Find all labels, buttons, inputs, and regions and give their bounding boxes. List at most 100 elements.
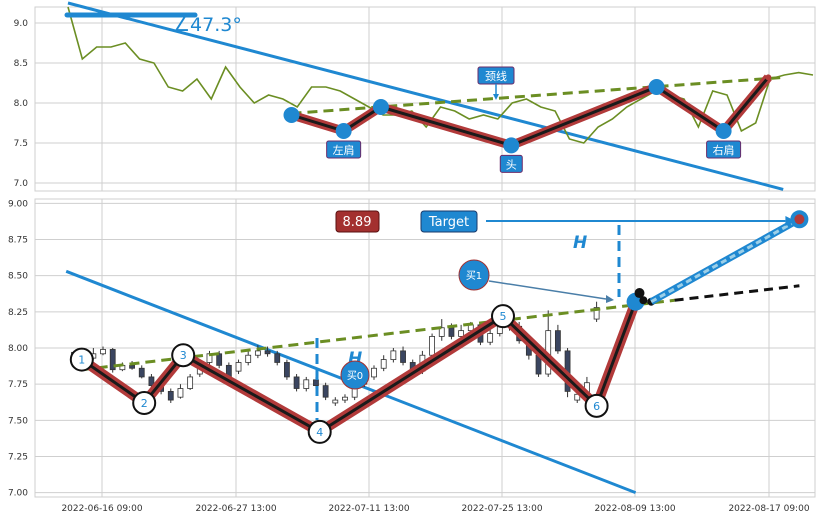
top-y-tick-0: 7.0 [14, 179, 29, 189]
top-y-tick-4: 9.0 [14, 19, 29, 29]
candle-body-15 [216, 353, 223, 366]
buy1-marker [458, 259, 490, 291]
wave-point-circle-4 [491, 304, 515, 329]
wave-point-label-5: 6 [593, 400, 600, 413]
top-pattern-outer [290, 74, 772, 150]
projection-point-b [639, 296, 648, 305]
candle-body-50 [554, 330, 561, 352]
bottom-y-tick-0: 7.00 [8, 489, 28, 499]
top-grid [35, 7, 815, 191]
top-label-box-1 [326, 140, 362, 159]
candle-body-7 [138, 367, 145, 378]
target-label-box [420, 210, 478, 233]
top-label-5: 右肩 [713, 143, 735, 157]
neckline-label: 颈线 [485, 69, 507, 83]
h-label-right: H [573, 233, 587, 253]
target-path-inner [650, 217, 801, 304]
top-pattern-point-4 [648, 79, 665, 95]
candle-body-37 [429, 336, 435, 356]
top-y-tick-1: 7.5 [14, 139, 28, 149]
bottom-x-tick-2: 2022-07-11 13:00 [328, 504, 409, 514]
candle-body-8 [148, 376, 155, 387]
candle-body-4 [109, 349, 116, 371]
top-trend-line [67, 1, 784, 191]
candle-body-17 [235, 362, 242, 372]
top-label-box-5 [706, 140, 742, 159]
candle-body-24 [303, 379, 310, 389]
top-panel-frame [34, 6, 816, 192]
wave-point-label-4: 5 [500, 310, 507, 323]
top-pattern-point-2 [372, 99, 389, 115]
top-pattern-point-6 [765, 74, 772, 81]
wave-point-label-2: 3 [180, 349, 187, 362]
wave-point-circle-5 [584, 393, 609, 418]
candle-body-31 [371, 367, 377, 378]
candle-body-3 [100, 349, 106, 355]
bottom-y-tick-8: 9.00 [8, 199, 28, 209]
top-label-1: 左肩 [333, 143, 355, 157]
bottom-y-tick-5: 8.25 [8, 308, 28, 318]
candle-body-10 [167, 390, 174, 401]
bottom-y-tick-2: 7.50 [8, 416, 28, 426]
candle-body-11 [177, 388, 184, 398]
candle-body-6 [129, 364, 135, 369]
buy1-arrow-line [488, 280, 607, 300]
bottom-y-tick-6: 8.50 [8, 272, 28, 282]
bottom-panel: 7.00 7.25 7.50 7.75 8.00 8.25 8.50 8.75 9.00 202… [8, 198, 816, 514]
candle-body-19 [254, 350, 261, 356]
wave-point-label-0: 1 [78, 354, 85, 367]
buy1-label: 买1 [466, 270, 482, 282]
bottom-y-tick-labels: 7.00 7.25 7.50 7.75 8.00 8.25 8.50 8.75 9.00 [8, 199, 28, 498]
top-pattern-labels: 左肩头 右肩 颈线 [326, 66, 742, 173]
bottom-x-tick-1: 2022-06-27 13:00 [195, 504, 276, 514]
top-trend-segment [67, 1, 784, 191]
candle-body-33 [390, 350, 397, 360]
target-label: Target [428, 215, 469, 230]
top-panel: 7.0 7.5 8.0 8.5 9.0 左肩头 右肩 颈线 ∠47.3° [14, 1, 816, 192]
bottom-y-tick-4: 8.00 [8, 344, 28, 354]
candle-body-25 [313, 379, 319, 387]
wave-point-label-1: 2 [141, 397, 148, 410]
bottom-grid [35, 199, 815, 497]
top-label-box-3 [499, 154, 523, 173]
top-pattern-point-0 [283, 107, 300, 123]
buy0-marker [340, 360, 370, 390]
angle-label: ∠47.3° [173, 14, 242, 36]
bottom-x-tick-3: 2022-07-25 13:00 [461, 504, 542, 514]
bottom-x-tick-5: 2022-08-17 09:00 [728, 504, 809, 514]
projection-line [674, 284, 800, 302]
candle-body-20 [264, 350, 271, 355]
wave-point-circle-1 [132, 390, 157, 415]
candle-body-52 [574, 393, 581, 401]
candle-body-38 [438, 327, 445, 337]
top-pattern-point-5 [715, 123, 732, 139]
projection-point-a [634, 288, 645, 299]
candle-body-54 [593, 307, 600, 320]
top-neckline [291, 75, 784, 115]
top-pattern-point-1 [335, 123, 352, 139]
candle-body-18 [245, 354, 252, 363]
target-point-inner [794, 214, 805, 225]
candle-body-23 [293, 376, 300, 389]
wave-point-label-3: 4 [316, 426, 323, 439]
buy0-label: 买0 [347, 370, 363, 382]
neckline-arrow-head [493, 94, 499, 100]
candle-body-12 [187, 376, 194, 389]
price-box-label: 8.89 [343, 215, 372, 230]
top-pattern-point-3 [503, 137, 520, 154]
bottom-y-tick-3: 7.75 [8, 380, 28, 390]
top-head-shoulders-pattern [283, 74, 784, 154]
candle-body-34 [400, 350, 406, 363]
candle-body-26 [322, 385, 329, 398]
top-y-tick-labels: 7.0 7.5 8.0 8.5 9.0 [14, 19, 29, 189]
price-box [335, 210, 380, 233]
candle-body-39 [448, 327, 455, 337]
buy1-arrow-head [606, 295, 614, 303]
target-arrow-head [785, 216, 796, 226]
bottom-x-tick-4: 2022-08-09 13:00 [594, 504, 675, 514]
bottom-y-tick-1: 7.25 [8, 452, 28, 462]
candle-body-43 [487, 333, 494, 343]
top-label-3: 头 [506, 158, 517, 171]
candle-body-32 [380, 359, 387, 369]
